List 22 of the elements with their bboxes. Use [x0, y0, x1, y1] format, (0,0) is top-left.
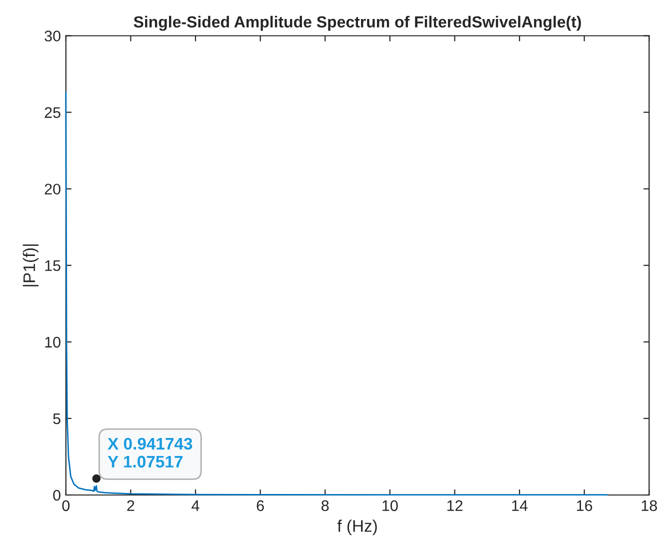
x-tick-label: 6	[256, 500, 264, 512]
y-tick-label: 25	[44, 107, 60, 118]
y-tick-label: 0	[53, 490, 60, 501]
x-tick-label: 10	[382, 500, 398, 512]
x-tick-label: 2	[127, 500, 134, 511]
x-tick-label: 8	[322, 500, 329, 512]
x-tick-label: 14	[512, 500, 528, 511]
y-axis-title: |P1(f)|	[22, 244, 38, 286]
x-tick-label: 16	[576, 500, 592, 512]
x-tick-label: 0	[62, 500, 70, 512]
y-tick-label: 30	[44, 30, 60, 42]
x-tick-label: 4	[192, 500, 200, 511]
x-axis-title: f (Hz)	[337, 520, 377, 536]
y-tick-label: 5	[53, 413, 60, 424]
y-tick-label: 15	[45, 260, 60, 272]
x-tick-label: 18	[642, 500, 657, 512]
annotation: X 0.941743 Y 1.07517	[108, 438, 192, 468]
y-tick-label: 20	[44, 184, 60, 195]
y-tick-label: 10	[45, 336, 60, 348]
x-tick-label: 12	[447, 500, 462, 511]
chart-title: Single-Sided Amplitude Spectrum of FilteredSwivelAngle(t)	[134, 16, 581, 31]
line-series	[65, 92, 608, 496]
